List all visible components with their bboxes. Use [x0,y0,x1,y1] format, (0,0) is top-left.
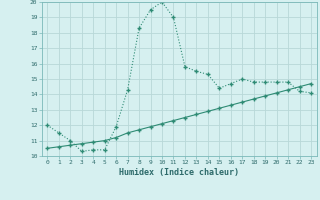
X-axis label: Humidex (Indice chaleur): Humidex (Indice chaleur) [119,168,239,177]
